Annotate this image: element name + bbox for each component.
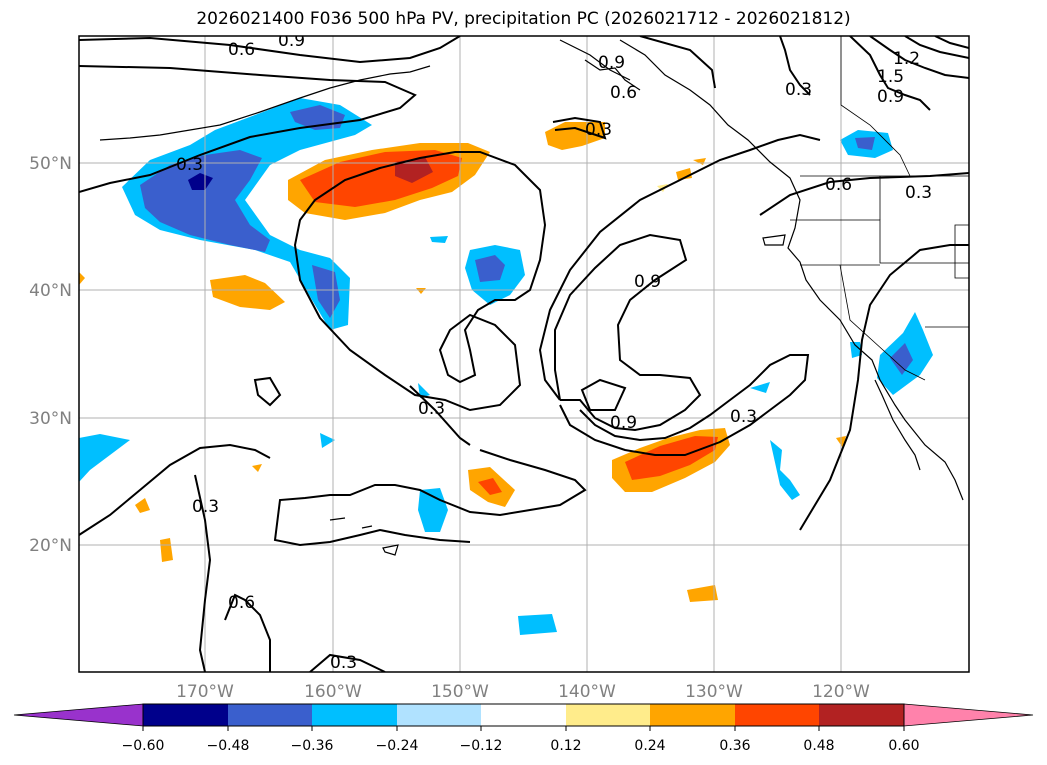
map-frame [78, 35, 970, 673]
contour-label: 0.3 [330, 653, 357, 673]
colorbar-segment-5 [481, 704, 566, 726]
contour-label: 0.9 [598, 53, 625, 73]
colorbar-segment-0 [13, 703, 144, 727]
lon-label: 150°W [431, 682, 489, 702]
colorbar-segment-4 [397, 704, 481, 726]
contour-label: 0.6 [228, 40, 255, 60]
colorbar-tick-label: −0.24 [376, 738, 419, 754]
lon-label: 120°W [812, 682, 870, 702]
colorbar-tick-label: 0.12 [550, 738, 581, 754]
colorbar-segment-8 [735, 704, 819, 726]
contour-label: 0.3 [905, 183, 932, 203]
contour-label: 1.5 [877, 67, 904, 87]
contour-label: 0.3 [785, 80, 812, 100]
lat-label: 40°N [29, 281, 72, 301]
lon-label: 130°W [685, 682, 743, 702]
contour-label: 0.6 [228, 593, 255, 613]
lat-labels: 50°N 40°N 30°N 20°N [29, 154, 72, 556]
graticule [79, 36, 969, 672]
contour-label: 0.9 [278, 31, 305, 51]
contour-label: 0.9 [634, 272, 661, 292]
lat-label: 50°N [29, 154, 72, 174]
contour-label: 0.3 [418, 399, 445, 419]
colorbar-tick-label: 0.48 [803, 738, 834, 754]
colorbar-segment-7 [650, 704, 735, 726]
colorbar-tick-label: −0.36 [291, 738, 334, 754]
contour-labels: 0.6 0.9 0.9 0.6 0.3 1.2 1.5 0.9 0.3 0.3 … [176, 31, 932, 673]
map-background [79, 36, 969, 672]
colorbar-segment-10 [903, 703, 1034, 727]
map-content: 0.6 0.9 0.9 0.6 0.3 1.2 1.5 0.9 0.3 0.3 … [79, 31, 969, 673]
colorbar-tick-label: −0.12 [460, 738, 503, 754]
contour-label: 0.9 [877, 87, 904, 107]
contour-label: 0.3 [585, 120, 612, 140]
colorbar-segment-6 [566, 704, 650, 726]
map-title: 2026021400 F036 500 hPa PV, precipitatio… [196, 9, 851, 29]
colorbar-segment-9 [819, 704, 904, 726]
colorbar-tick-label: −0.60 [122, 738, 165, 754]
colorbar-outline [142, 703, 905, 727]
colorbar-segment-2 [228, 704, 312, 726]
contour-label: 1.2 [893, 49, 920, 69]
colorbar-segment-3 [312, 704, 397, 726]
contour-label: 0.6 [610, 83, 637, 103]
colorbar: −0.60 −0.48 −0.36 −0.24 −0.12 0.12 0.24 … [13, 703, 1034, 754]
colorbar-tick-label: −0.48 [207, 738, 250, 754]
colorbar-tick-label: 0.36 [719, 738, 750, 754]
contour-label: 0.6 [825, 175, 852, 195]
contour-label: 0.9 [610, 413, 637, 433]
lon-labels: 170°W 160°W 150°W 140°W 130°W 120°W [176, 682, 870, 702]
coastlines [99, 39, 964, 556]
pv-contours [79, 36, 969, 672]
colorbar-tick-label: 0.24 [634, 738, 665, 754]
colorbar-ticks [142, 726, 905, 731]
contour-label: 0.3 [176, 155, 203, 175]
contour-label: 0.3 [730, 407, 757, 427]
contour-label: 0.3 [192, 497, 219, 517]
lat-label: 30°N [29, 409, 72, 429]
lon-label: 160°W [304, 682, 362, 702]
lat-label: 20°N [29, 536, 72, 556]
lon-label: 140°W [558, 682, 616, 702]
colorbar-tick-label: 0.60 [888, 738, 919, 754]
colorbar-segment-1 [143, 704, 228, 726]
lon-label: 170°W [176, 682, 234, 702]
